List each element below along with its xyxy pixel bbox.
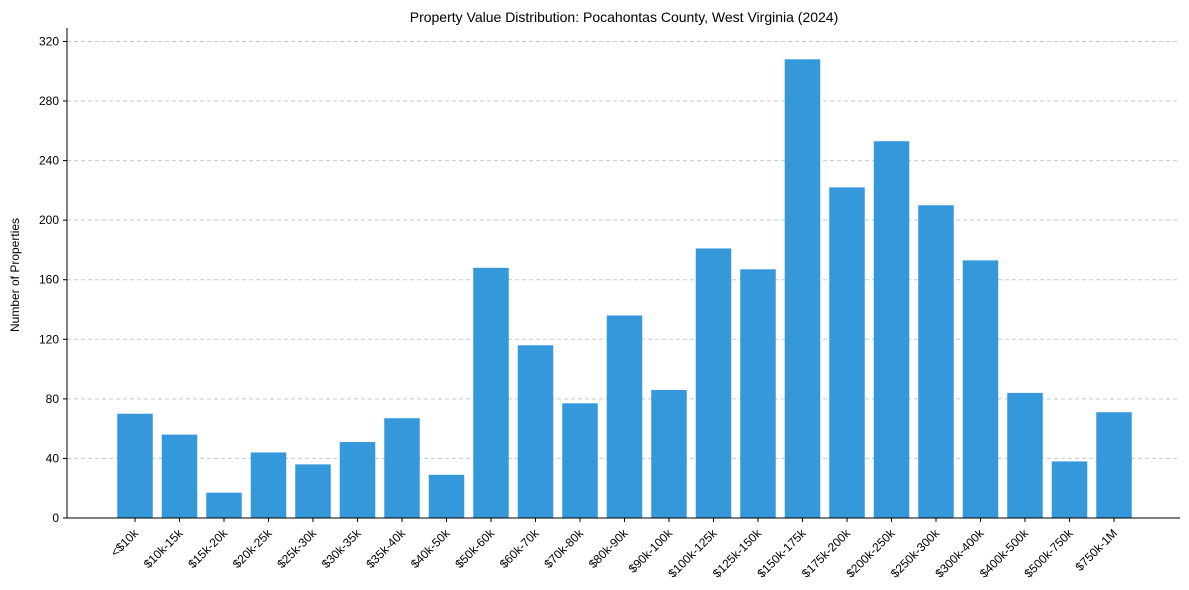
bar — [1096, 412, 1132, 518]
bar — [873, 141, 910, 518]
x-tick-label: $60k-70k — [497, 526, 543, 572]
x-axis-ticks: <$10k $10k-15k $15k-20k $20k-25k $25k-30k $30… — [108, 518, 1120, 580]
bar — [918, 205, 954, 518]
bar — [651, 389, 687, 518]
bars — [117, 59, 1132, 519]
bar — [473, 267, 509, 518]
bar — [562, 403, 598, 518]
x-tick-label: $750k-1M — [1072, 526, 1120, 574]
y-tick-label: 320 — [39, 34, 59, 48]
x-tick-label: $20k-25k — [230, 526, 276, 572]
x-tick-label: $500k-750k — [1021, 526, 1076, 581]
x-tick-label: $25k-30k — [274, 526, 320, 572]
x-tick-label: $70k-80k — [541, 526, 587, 572]
bar — [384, 418, 420, 518]
bar — [250, 452, 287, 518]
x-tick-label: $80k-90k — [586, 526, 632, 572]
x-tick-label: <$10k — [108, 526, 142, 560]
bar — [161, 434, 198, 518]
bar — [829, 187, 865, 519]
y-tick-label: 120 — [39, 332, 59, 346]
bar — [295, 464, 331, 518]
bar — [428, 474, 465, 518]
y-tick-label: 240 — [39, 154, 59, 168]
bar — [740, 269, 776, 518]
x-tick-label: $15k-20k — [185, 526, 231, 572]
y-axis-label: Number of Properties — [8, 218, 22, 332]
bar — [339, 442, 376, 518]
bar — [606, 315, 643, 518]
bar — [695, 248, 732, 519]
y-tick-label: 40 — [46, 451, 60, 465]
bar — [1007, 392, 1043, 518]
y-axis-ticks: 0 40 80 120 160 200 240 280 320 — [39, 34, 67, 525]
bar — [206, 492, 242, 518]
bar — [784, 59, 821, 518]
axes — [66, 28, 1180, 519]
y-tick-label: 280 — [39, 94, 59, 108]
bar — [1051, 461, 1088, 518]
x-tick-label: $30k-35k — [319, 526, 365, 572]
y-tick-label: 200 — [39, 213, 59, 227]
bar — [962, 260, 999, 518]
bar — [117, 413, 153, 518]
y-tick-label: 160 — [39, 273, 59, 287]
x-tick-label: $40k-50k — [408, 526, 454, 572]
x-tick-label: $10k-15k — [141, 526, 187, 572]
chart-title: Property Value Distribution: Pocahontas … — [410, 9, 839, 25]
x-tick-label: $35k-40k — [363, 526, 409, 572]
x-tick-label: $50k-60k — [452, 526, 498, 572]
y-tick-label: 0 — [52, 511, 59, 525]
y-tick-label: 80 — [46, 392, 60, 406]
bar — [517, 345, 554, 518]
